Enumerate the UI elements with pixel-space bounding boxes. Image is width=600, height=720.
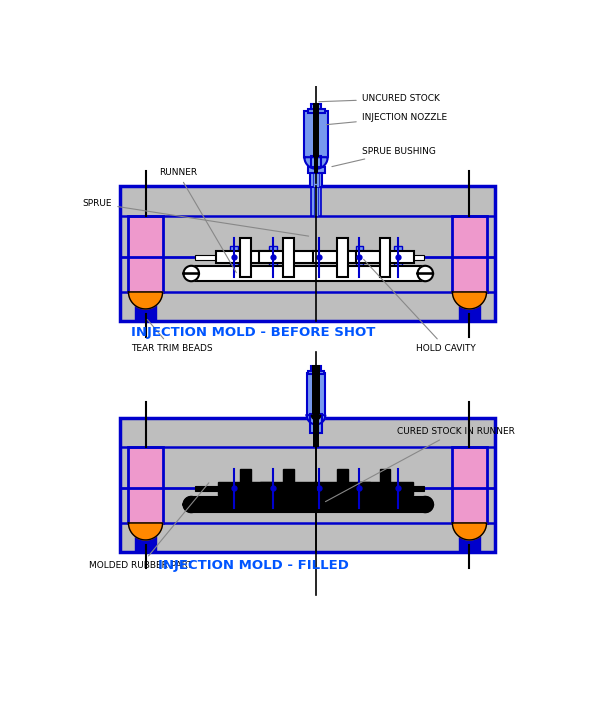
Polygon shape: [184, 266, 199, 274]
Polygon shape: [307, 415, 325, 424]
Bar: [314, 482, 370, 495]
Bar: [260, 482, 316, 495]
Bar: [242, 477, 250, 504]
Bar: [452, 446, 487, 523]
Bar: [308, 167, 325, 173]
Bar: [218, 482, 274, 495]
Polygon shape: [184, 505, 199, 512]
Polygon shape: [418, 497, 433, 505]
Bar: [311, 186, 320, 216]
Bar: [240, 238, 251, 276]
Bar: [460, 523, 479, 552]
Bar: [313, 415, 319, 433]
Polygon shape: [184, 274, 199, 282]
Text: INJECTION MOLD - BEFORE SHOT: INJECTION MOLD - BEFORE SHOT: [131, 326, 376, 339]
Text: UNCURED STOCK: UNCURED STOCK: [319, 94, 440, 103]
Text: SPRUE BUSHING: SPRUE BUSHING: [332, 147, 436, 166]
Bar: [120, 186, 495, 321]
Bar: [230, 246, 238, 273]
Bar: [128, 216, 163, 292]
Bar: [381, 477, 389, 504]
Bar: [136, 523, 155, 552]
Bar: [308, 371, 324, 374]
Text: CURED STOCK IN RUNNER: CURED STOCK IN RUNNER: [325, 427, 515, 502]
Bar: [191, 266, 425, 282]
Bar: [136, 292, 155, 321]
Bar: [128, 446, 163, 523]
Bar: [452, 216, 487, 292]
Polygon shape: [418, 266, 433, 274]
Bar: [337, 238, 348, 276]
Bar: [337, 469, 348, 508]
Text: INJECTION NOZZLE: INJECTION NOZZLE: [326, 113, 447, 125]
Bar: [120, 418, 495, 552]
Text: SPRUE: SPRUE: [83, 199, 308, 236]
Bar: [195, 486, 424, 490]
Text: TEAR TRIM BEADS: TEAR TRIM BEADS: [131, 320, 212, 353]
Bar: [313, 251, 372, 264]
Polygon shape: [418, 505, 433, 512]
Bar: [284, 477, 292, 504]
Bar: [313, 104, 319, 112]
Bar: [310, 169, 322, 186]
Bar: [311, 156, 320, 174]
Bar: [338, 477, 346, 504]
Text: MOLDED RUBBER PART: MOLDED RUBBER PART: [89, 483, 209, 570]
Bar: [283, 469, 293, 508]
Bar: [304, 111, 328, 157]
Bar: [269, 246, 277, 273]
Polygon shape: [311, 415, 320, 420]
Bar: [313, 416, 319, 446]
Bar: [259, 251, 317, 264]
Bar: [356, 251, 415, 264]
Bar: [283, 238, 293, 276]
Bar: [216, 251, 275, 264]
Bar: [312, 367, 320, 415]
Bar: [308, 109, 325, 112]
Bar: [311, 366, 320, 371]
Polygon shape: [128, 523, 163, 540]
Bar: [460, 292, 479, 321]
Text: RUNNER: RUNNER: [158, 168, 236, 273]
Text: HOLD CAVITY: HOLD CAVITY: [364, 259, 476, 353]
Bar: [313, 169, 319, 186]
Bar: [313, 109, 319, 157]
Bar: [195, 255, 424, 260]
Bar: [191, 497, 425, 512]
Polygon shape: [418, 274, 433, 282]
Bar: [380, 238, 391, 276]
Bar: [240, 469, 251, 508]
Bar: [357, 482, 413, 495]
Polygon shape: [452, 523, 487, 540]
Bar: [356, 246, 364, 273]
Polygon shape: [184, 497, 199, 505]
Bar: [312, 365, 320, 374]
Polygon shape: [452, 292, 487, 309]
Polygon shape: [128, 292, 163, 309]
Bar: [314, 156, 319, 174]
Bar: [311, 400, 320, 418]
Bar: [394, 246, 402, 273]
Polygon shape: [304, 157, 328, 168]
Bar: [314, 186, 319, 216]
Bar: [310, 415, 322, 433]
Bar: [311, 104, 320, 109]
Bar: [307, 373, 325, 415]
Text: INJECTION MOLD - FILLED: INJECTION MOLD - FILLED: [158, 559, 349, 572]
Bar: [380, 469, 391, 508]
Bar: [314, 400, 319, 418]
